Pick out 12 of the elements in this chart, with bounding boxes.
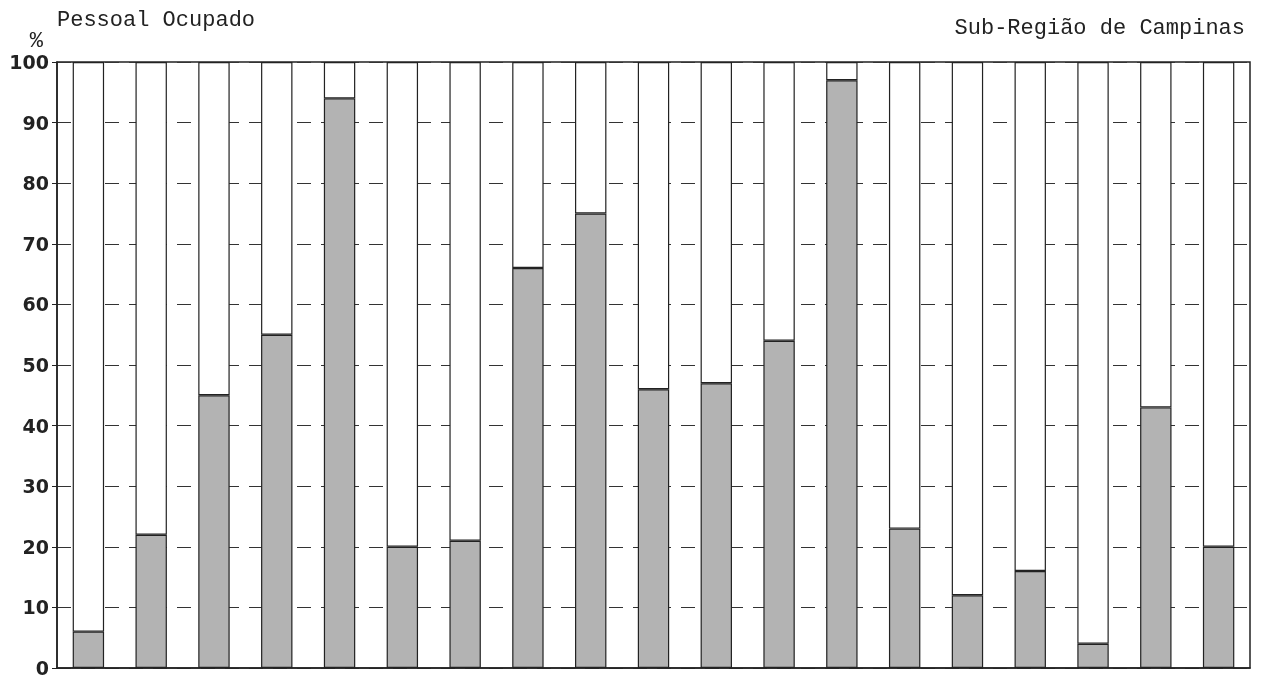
y-tick-label: 60 <box>22 293 49 316</box>
chart-subtitle: Sub-Região de Campinas <box>954 15 1246 41</box>
y-tick-label: 10 <box>22 596 49 619</box>
y-tick-label: 0 <box>35 657 49 679</box>
chart-title: Pessoal Ocupado <box>57 7 256 33</box>
y-tick-label: 50 <box>22 354 49 376</box>
y-tick-label: 80 <box>22 172 49 195</box>
y-tick-label: 30 <box>22 475 49 498</box>
y-tick-label: 20 <box>22 535 49 558</box>
y-tick-label: 90 <box>22 111 49 134</box>
y-tick-label: 70 <box>22 232 49 255</box>
y-tick-label: 40 <box>22 414 49 437</box>
